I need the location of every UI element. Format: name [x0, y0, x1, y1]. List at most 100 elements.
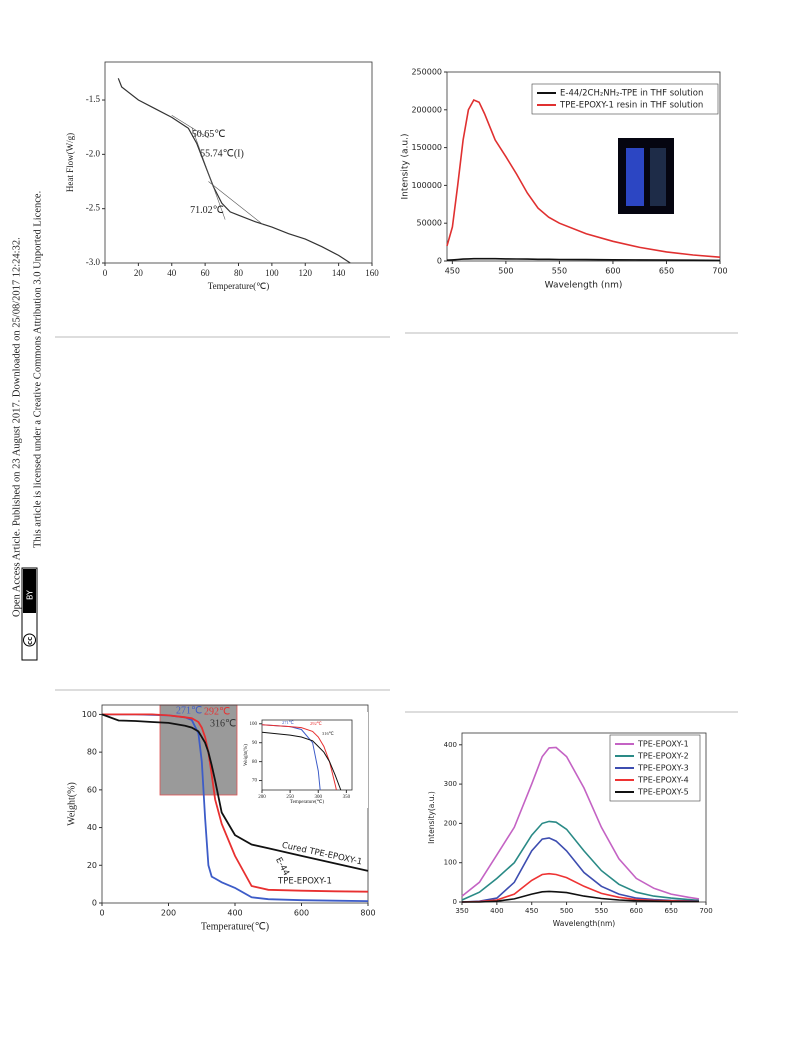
y-tick-label: 80	[87, 748, 97, 757]
vial-blue	[626, 148, 644, 206]
inset-bg	[240, 712, 368, 808]
plot-frame	[261, 719, 353, 791]
notice-line: Open Access Article. Published on 23 Aug…	[11, 237, 22, 617]
y-axis-label: Heat Flow(W/g)	[65, 133, 75, 192]
x-tick-label: 600	[294, 909, 309, 918]
badge-circle	[23, 633, 36, 647]
badge-cc: cc	[26, 637, 34, 645]
tangent-line	[171, 114, 264, 226]
plot-frame	[446, 71, 721, 262]
y-tick-label: 80	[252, 760, 258, 765]
x-tick-label: 800	[360, 909, 375, 918]
x-axis-label: Temperature(℃)	[208, 281, 269, 291]
legend-box	[531, 83, 719, 115]
y-tick-label: 0	[453, 898, 457, 906]
x-tick-label: 40	[167, 268, 177, 278]
zoom-region	[159, 704, 238, 796]
y-tick-label: 70	[252, 779, 258, 784]
annotation: 316℃	[210, 718, 236, 729]
y-tick-label: 0	[92, 899, 97, 908]
x-tick-label: 100	[265, 268, 279, 278]
legend-label: TPE-EPOXY-1	[637, 740, 689, 749]
data-line	[101, 713, 369, 872]
x-tick-label: 450	[445, 267, 460, 276]
y-axis-label: Weight(%)	[66, 782, 77, 826]
x-tick-label: 80	[234, 268, 244, 278]
badge-block	[23, 569, 36, 613]
legend-label: TPE-EPOXY-2	[637, 752, 689, 761]
data-line	[461, 820, 700, 902]
plot-frame	[104, 61, 373, 264]
x-tick-label: 160	[365, 268, 379, 278]
x-tick-label: 250	[286, 795, 294, 800]
legend-label: TPE-EPOXY-1 resin in THF solution	[559, 101, 703, 111]
inset-annotation: 271℃	[282, 720, 295, 725]
notice-line: This article is licensed under a Creativ…	[32, 191, 43, 548]
x-tick-label: 140	[332, 268, 346, 278]
x-tick-label: 200	[161, 909, 176, 918]
y-tick-label: 100	[444, 859, 457, 867]
y-tick-label: -2.0	[86, 148, 101, 158]
x-tick-label: 400	[490, 907, 503, 915]
x-tick-label: 300	[315, 795, 323, 800]
y-tick-label: 20	[87, 861, 97, 870]
y-axis-label: Intensity(a.u.)	[427, 791, 436, 844]
data-line	[262, 724, 337, 790]
series-label: E-44	[273, 856, 291, 878]
data-line	[262, 731, 342, 790]
x-tick-label: 20	[134, 268, 144, 278]
x-axis-label: Wavelength(nm)	[553, 919, 615, 928]
x-tick-label: 0	[103, 268, 108, 278]
x-tick-label: 350	[455, 907, 468, 915]
inset-annotation: 316℃	[322, 731, 335, 736]
y-tick-label: 60	[87, 785, 97, 794]
x-tick-label: 550	[595, 907, 608, 915]
annotation: 71.02℃	[190, 205, 224, 216]
x-tick-label: 350	[343, 795, 351, 800]
inset-annotation: 292℃	[310, 721, 323, 726]
inset-y-label: Weight(%)	[244, 744, 249, 766]
y-tick-label: 40	[87, 823, 97, 832]
legend-label: E-44/2CH₂NH₂-TPE in THF solution	[560, 89, 703, 99]
legend-label: TPE-EPOXY-5	[637, 788, 689, 797]
x-tick-label: 650	[664, 907, 677, 915]
y-tick-label: 150000	[411, 143, 442, 152]
plot-frame	[461, 732, 707, 903]
y-tick-label: 400	[444, 741, 457, 749]
y-tick-label: -1.5	[86, 94, 101, 104]
x-tick-label: 60	[201, 268, 211, 278]
series-label: TPE-EPOXY-1	[277, 877, 332, 887]
annotation: 55.74℃(I)	[200, 149, 244, 160]
y-tick-label: 100	[82, 710, 97, 719]
annotation: 292℃	[204, 706, 230, 717]
y-axis-label: Intensity (a.u.)	[401, 134, 411, 200]
x-tick-label: 700	[699, 907, 712, 915]
x-tick-label: 650	[659, 267, 674, 276]
data-line	[102, 713, 369, 893]
x-axis-label: Temperature(℃)	[201, 921, 269, 932]
y-tick-label: 100000	[411, 181, 442, 190]
y-tick-label: -2.5	[86, 203, 101, 213]
data-line	[446, 98, 721, 258]
x-tick-label: 550	[552, 267, 567, 276]
y-tick-label: 200	[444, 819, 457, 827]
legend-label: TPE-EPOXY-3	[637, 764, 689, 773]
data-line	[117, 78, 351, 264]
x-tick-label: 120	[299, 268, 313, 278]
y-tick-label: 0	[437, 257, 442, 266]
data-line	[446, 257, 721, 262]
y-tick-label: 300	[444, 780, 457, 788]
legend-label: TPE-EPOXY-4	[637, 776, 689, 785]
x-tick-label: 700	[712, 267, 727, 276]
x-tick-label: 600	[605, 267, 620, 276]
data-line	[462, 890, 699, 903]
annotation: 50.65℃	[192, 129, 226, 140]
y-tick-label: 100	[250, 722, 258, 727]
vial-clear	[650, 148, 666, 206]
y-tick-label: -3.0	[86, 257, 101, 267]
annotation: 271℃	[176, 705, 202, 716]
y-tick-label: 200000	[411, 105, 442, 114]
inset-x-label: Temperature(℃)	[290, 799, 324, 805]
y-tick-label: 250000	[411, 68, 442, 77]
